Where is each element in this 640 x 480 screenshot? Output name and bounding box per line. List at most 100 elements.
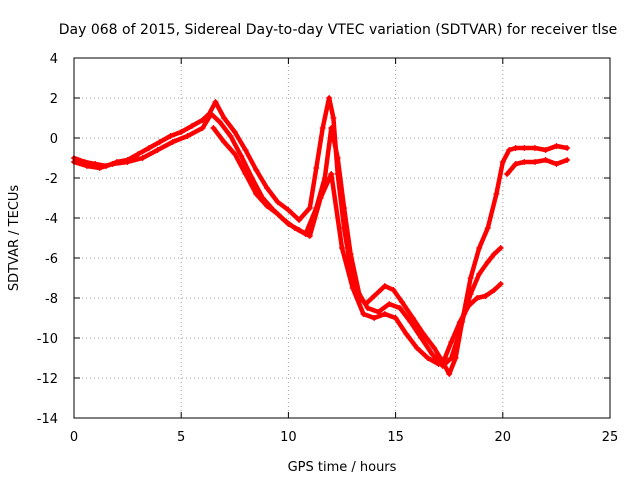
data-point-marker — [396, 305, 403, 311]
data-point-marker — [360, 311, 367, 317]
data-point-marker — [306, 205, 313, 211]
data-point-marker — [392, 315, 399, 321]
data-point-marker — [564, 145, 571, 151]
y-tick-label: -10 — [37, 332, 58, 347]
data-point-marker — [263, 185, 270, 191]
data-point-marker — [210, 125, 217, 131]
series-track-1 — [71, 95, 570, 377]
x-tick-label: 10 — [280, 430, 297, 445]
data-point-marker — [441, 355, 448, 361]
data-point-marker — [504, 171, 511, 177]
data-point-marker — [188, 123, 195, 129]
data-point-marker — [139, 155, 146, 161]
data-point-marker — [208, 111, 215, 117]
y-tick-label: -2 — [45, 172, 58, 187]
data-point-marker — [169, 139, 176, 145]
data-point-marker — [199, 117, 206, 123]
data-point-marker — [497, 281, 504, 287]
data-point-marker — [482, 293, 489, 299]
data-point-marker — [414, 345, 421, 351]
data-point-marker — [371, 293, 378, 299]
data-point-marker — [564, 157, 571, 163]
data-point-marker — [403, 331, 410, 337]
data-point-marker — [231, 151, 238, 157]
data-point-marker — [347, 251, 354, 257]
data-point-marker — [274, 211, 281, 217]
data-point-marker — [109, 161, 116, 167]
data-point-marker — [328, 171, 335, 177]
data-point-marker — [216, 119, 223, 125]
data-point-marker — [274, 199, 281, 205]
data-point-marker — [231, 129, 238, 135]
y-tick-label: 0 — [50, 132, 58, 147]
data-point-marker — [390, 287, 397, 293]
data-point-marker — [474, 295, 481, 301]
data-point-marker — [199, 125, 206, 131]
data-point-marker — [285, 221, 292, 227]
data-point-marker — [553, 161, 560, 167]
x-tick-label: 0 — [70, 430, 78, 445]
x-tick-label: 20 — [495, 430, 512, 445]
data-point-marker — [253, 167, 260, 173]
data-point-marker — [429, 351, 436, 357]
chart-title: Day 068 of 2015, Sidereal Day-to-day VTE… — [59, 22, 618, 38]
data-point-marker — [263, 203, 270, 209]
data-point-marker — [330, 115, 337, 121]
y-tick-label: -4 — [45, 212, 58, 227]
data-point-marker — [364, 305, 371, 311]
data-point-marker — [96, 165, 103, 171]
y-tick-label: -14 — [37, 412, 58, 427]
data-point-marker — [531, 159, 538, 165]
data-point-marker — [439, 363, 446, 369]
data-point-marker — [491, 251, 498, 257]
y-axis-label: SDTVAR / TECUs — [7, 185, 22, 292]
data-point-marker — [135, 151, 142, 157]
data-point-marker — [456, 319, 463, 325]
data-point-marker — [146, 145, 153, 151]
data-point-marker — [212, 99, 219, 105]
data-point-marker — [328, 125, 335, 131]
data-point-marker — [467, 291, 474, 297]
data-point-marker — [227, 133, 234, 139]
data-point-marker — [553, 143, 560, 149]
data-point-marker — [321, 175, 328, 181]
data-point-marker — [221, 139, 228, 145]
data-point-marker — [497, 245, 504, 251]
data-point-marker — [124, 159, 131, 165]
data-point-marker — [341, 205, 348, 211]
data-point-marker — [467, 275, 474, 281]
data-point-marker — [167, 133, 174, 139]
series-track-3 — [211, 125, 503, 367]
data-point-marker — [238, 153, 245, 159]
data-point-marker — [446, 371, 453, 377]
data-point-marker — [493, 191, 500, 197]
data-point-marker — [512, 161, 519, 167]
data-point-marker — [381, 283, 388, 289]
data-point-marker — [178, 129, 185, 135]
data-point-marker — [499, 159, 506, 165]
data-point-marker — [296, 227, 303, 233]
data-point-marker — [296, 217, 303, 223]
data-point-marker — [381, 311, 388, 317]
data-point-marker — [454, 335, 461, 341]
data-point-marker — [386, 301, 393, 307]
data-point-marker — [476, 245, 483, 251]
data-point-marker — [512, 145, 519, 151]
x-tick-label: 25 — [602, 430, 619, 445]
data-point-marker — [349, 285, 356, 291]
data-point-marker — [465, 303, 472, 309]
data-point-marker — [242, 147, 249, 153]
data-point-marker — [484, 259, 491, 265]
y-tick-label: -12 — [37, 372, 58, 387]
data-point-marker — [418, 335, 425, 341]
data-point-marker — [253, 191, 260, 197]
data-point-marker — [306, 233, 313, 239]
data-point-marker — [326, 95, 333, 101]
data-point-marker — [531, 145, 538, 151]
data-point-marker — [319, 125, 326, 131]
data-point-marker — [83, 163, 90, 169]
data-point-marker — [375, 309, 382, 315]
data-point-marker — [285, 207, 292, 213]
data-point-marker — [542, 147, 549, 153]
data-point-marker — [506, 147, 513, 153]
